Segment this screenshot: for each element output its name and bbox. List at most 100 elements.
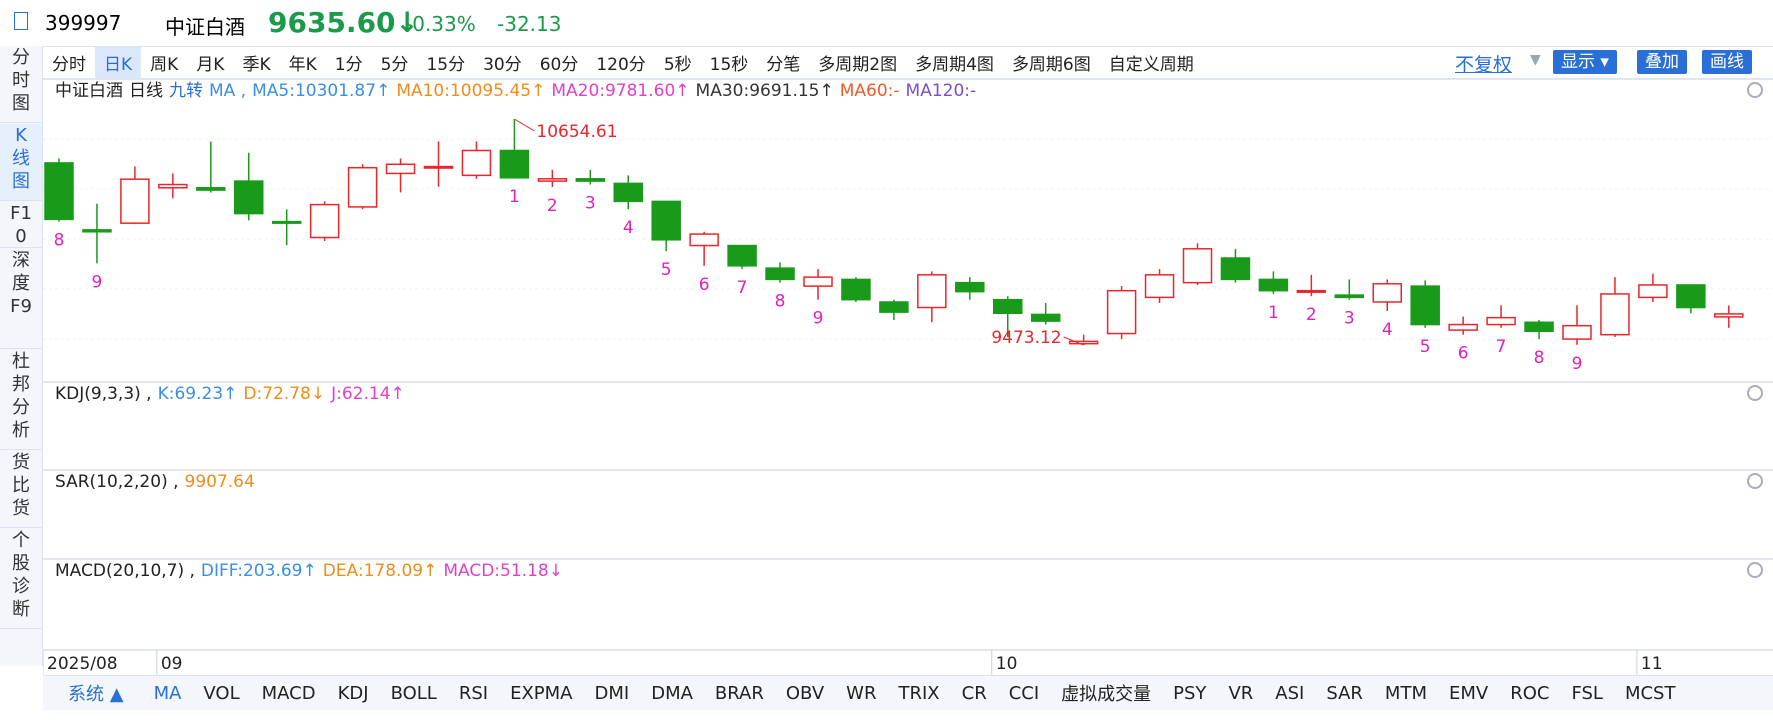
indicator-tab[interactable]: MA — [153, 682, 182, 704]
indicator-tab[interactable]: DMA — [651, 682, 693, 704]
indicator-value: DIFF:203.69↑ — [201, 561, 317, 581]
candle-body — [1372, 283, 1402, 303]
td-mark: 2 — [547, 196, 558, 216]
candle-body — [803, 276, 833, 287]
indicator-tab[interactable]: SAR — [1326, 682, 1363, 704]
legend-ma: MA , — [209, 81, 246, 101]
side-tab[interactable]: 深度F9 — [0, 249, 42, 349]
candle-body — [765, 267, 795, 281]
legend: MACD(20,10,7) , DIFF:203.69↑ DEA:178.09↑ MA… — [55, 561, 563, 581]
caret: ▼ — [1530, 52, 1541, 68]
period-tab[interactable]: 分时 — [52, 54, 86, 75]
side-tab[interactable]: K线图 — [0, 124, 42, 201]
period-tab[interactable]: 5分 — [380, 54, 409, 75]
candle-body — [1106, 289, 1137, 335]
overlay-button[interactable]: 叠加 — [1637, 50, 1687, 74]
gear-icon — [1747, 82, 1763, 98]
indicator-tab[interactable]: ASI — [1275, 682, 1305, 704]
indicator-tab[interactable]: VR — [1228, 682, 1254, 704]
system-tab[interactable]: 系统 ▲ — [68, 684, 124, 705]
side-tab[interactable]: 杜邦分析 — [0, 350, 42, 450]
indicator-title: SAR(10,2,20) , — [55, 472, 179, 492]
candle-body — [234, 180, 264, 215]
label: 显示 — [1561, 52, 1595, 72]
period-tab[interactable]: 周K — [150, 54, 179, 75]
indicator-tab[interactable]: BRAR — [714, 682, 764, 704]
period-tabs: 分时 日K 周K 月K 季K 年K 1分 5分 15分 30分 60分 120分 5秒 15秒 分笔 多周期2… — [43, 46, 1773, 79]
indicator-value: MACD:51.18↓ — [443, 561, 563, 581]
adjust[interactable]: 不复权 — [1455, 54, 1513, 76]
period-tab[interactable]: 120分 — [596, 54, 646, 75]
td-mark: 2 — [1306, 305, 1317, 325]
annotation: 9473.12 — [991, 328, 1061, 348]
indicator-tab[interactable]: RSI — [458, 682, 489, 704]
period-tab[interactable]: 自定义周期 — [1108, 54, 1194, 75]
indicator-tab[interactable]: BOLL — [390, 682, 437, 704]
indicator-tab[interactable]: CR — [961, 682, 987, 704]
gear-icon — [1747, 562, 1763, 578]
legend-item: MA20:9781.60↑ — [551, 81, 689, 101]
side-tab[interactable]: F10 — [0, 202, 42, 248]
indicator-tab[interactable]: MCST — [1624, 682, 1676, 704]
legend-item: MA60:- — [840, 81, 900, 101]
indicator-value: D:72.78↓ — [243, 384, 325, 404]
indicator-tab[interactable]: MACD — [261, 682, 316, 704]
indicator-tab[interactable]: KDJ — [337, 682, 369, 704]
indicator-tab[interactable]: WR — [846, 682, 877, 704]
period-tab[interactable]: 季K — [242, 54, 271, 75]
td-mark: 6 — [699, 275, 710, 295]
td-mark: 5 — [661, 260, 672, 280]
period-tab[interactable]: 年K — [288, 54, 317, 75]
draw-button[interactable]: 画线 — [1702, 50, 1752, 74]
candle-body — [1144, 274, 1175, 299]
indicator-tab[interactable]: CCI — [1008, 682, 1040, 704]
annotation-leader — [1063, 336, 1084, 346]
indicator-tab[interactable]: ROC — [1510, 682, 1550, 704]
date-label: 11 — [1641, 654, 1663, 674]
period-tab[interactable]: 月K — [196, 54, 225, 75]
period-tab[interactable]: 30分 — [483, 54, 522, 75]
indicator-tab[interactable]: OBV — [785, 682, 825, 704]
indicator-tabs: 系统 ▲ MA VOL MACD KDJ BOLL RSI EXPMA DMI DMA BRAR OB… — [43, 675, 1773, 710]
date-label: 2025/08 — [47, 654, 118, 674]
side-tab[interactable]: 货比货 — [0, 451, 42, 528]
legend-td: 九转 — [169, 81, 203, 101]
candle-body — [955, 281, 985, 293]
period-tab[interactable]: 15分 — [426, 54, 466, 75]
indicator-tab[interactable]: VOL — [203, 682, 240, 704]
side-tab[interactable]: 分时图 — [0, 46, 42, 123]
indicator-tab[interactable]: FSL — [1571, 682, 1603, 704]
gear-icon — [1747, 473, 1763, 489]
side-tab[interactable]: 个股诊断 — [0, 529, 42, 629]
period-tab[interactable]: 1分 — [334, 54, 363, 75]
period-tab[interactable]: 多周期6图 — [1011, 54, 1091, 75]
indicator-tab[interactable]: 虚拟成交量 — [1061, 684, 1152, 705]
indicator-tab[interactable]: MTM — [1384, 682, 1427, 704]
candle-body — [44, 162, 74, 221]
td-mark: 3 — [585, 194, 596, 214]
candle-body — [461, 149, 492, 177]
candle-body — [1220, 257, 1251, 281]
candle-body — [1030, 313, 1061, 322]
period-tab[interactable]: 15秒 — [709, 54, 749, 75]
period-tab[interactable]: 多周期4图 — [915, 54, 994, 75]
candle-body — [689, 233, 719, 247]
candle-body — [917, 274, 947, 309]
period-tab[interactable]: 5秒 — [663, 54, 692, 75]
indicator-tab[interactable]: PSY — [1173, 682, 1207, 704]
td-mark: 5 — [1420, 337, 1431, 357]
candle-body — [613, 182, 643, 203]
indicator-tab[interactable]: DMI — [594, 682, 630, 704]
period-tab[interactable]: 日K — [95, 46, 142, 78]
indicator-tab[interactable]: TRIX — [898, 682, 940, 704]
period-tab[interactable]: 多周期2图 — [818, 54, 898, 75]
period-tab[interactable]: 分笔 — [766, 54, 801, 75]
candle-body — [1714, 313, 1744, 318]
indicator-tab[interactable]: EMV — [1448, 682, 1489, 704]
candle-body — [1600, 293, 1630, 336]
indicator-tab[interactable]: EXPMA — [510, 682, 573, 704]
show-button[interactable]: 显示 ▾ — [1553, 50, 1617, 74]
period-tab[interactable]: 60分 — [539, 54, 579, 75]
candle-body — [1486, 316, 1516, 326]
td-mark: 7 — [1496, 337, 1507, 357]
